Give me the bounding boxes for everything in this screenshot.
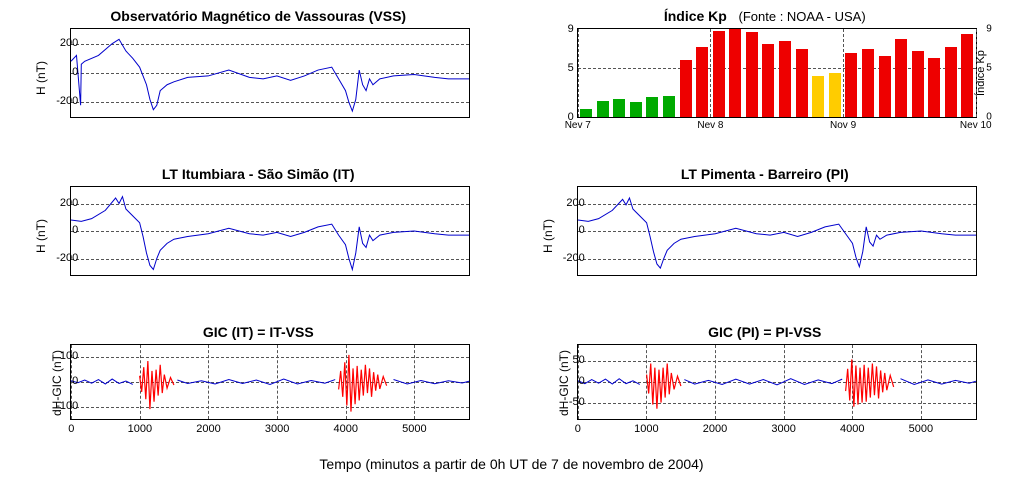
title-pi: LT Pimenta - Barreiro (PI) bbox=[535, 166, 995, 182]
ylabel-pi: H (nT) bbox=[541, 219, 555, 253]
plot-it bbox=[70, 186, 470, 276]
plot-vss bbox=[70, 28, 470, 118]
plot-gic-it: 010002000300040005000 bbox=[70, 344, 470, 420]
ylabel-it: H (nT) bbox=[34, 219, 48, 253]
ylabel-vss: H (nT) bbox=[34, 61, 48, 95]
kp-title-text: Índice Kp bbox=[664, 8, 727, 24]
title-kp: Índice Kp (Fonte : NOAA - USA) bbox=[535, 8, 995, 24]
title-it: LT Itumbiara - São Simão (IT) bbox=[28, 166, 488, 182]
title-vss: Observatório Magnético de Vassouras (VSS… bbox=[28, 8, 488, 24]
title-gic-pi: GIC (PI) = PI-VSS bbox=[535, 324, 995, 340]
kp-subtitle: (Fonte : NOAA - USA) bbox=[739, 9, 866, 24]
plot-gic-pi: 010002000300040005000 bbox=[577, 344, 977, 420]
panel-it: LT Itumbiara - São Simão (IT) H (nT) -20… bbox=[28, 166, 488, 306]
plot-pi bbox=[577, 186, 977, 276]
panel-vss: Observatório Magnético de Vassouras (VSS… bbox=[28, 8, 488, 148]
panel-kp: Índice Kp (Fonte : NOAA - USA) Índice Kp… bbox=[535, 8, 995, 148]
panel-gic-it: GIC (IT) = IT-VSS dH-GIC (nT) 0100020003… bbox=[28, 324, 488, 442]
title-gic-it: GIC (IT) = IT-VSS bbox=[28, 324, 488, 340]
panel-gic-pi: GIC (PI) = PI-VSS dH-GIC (nT) 0100020003… bbox=[535, 324, 995, 442]
x-axis-caption: Tempo (minutos a partir de 0h UT de 7 de… bbox=[0, 456, 1023, 472]
panel-pi: LT Pimenta - Barreiro (PI) H (nT) -20002… bbox=[535, 166, 995, 306]
plot-kp: Índice Kp 059059Nev 7Nev 8Nov 9Nev 10 bbox=[577, 28, 977, 118]
